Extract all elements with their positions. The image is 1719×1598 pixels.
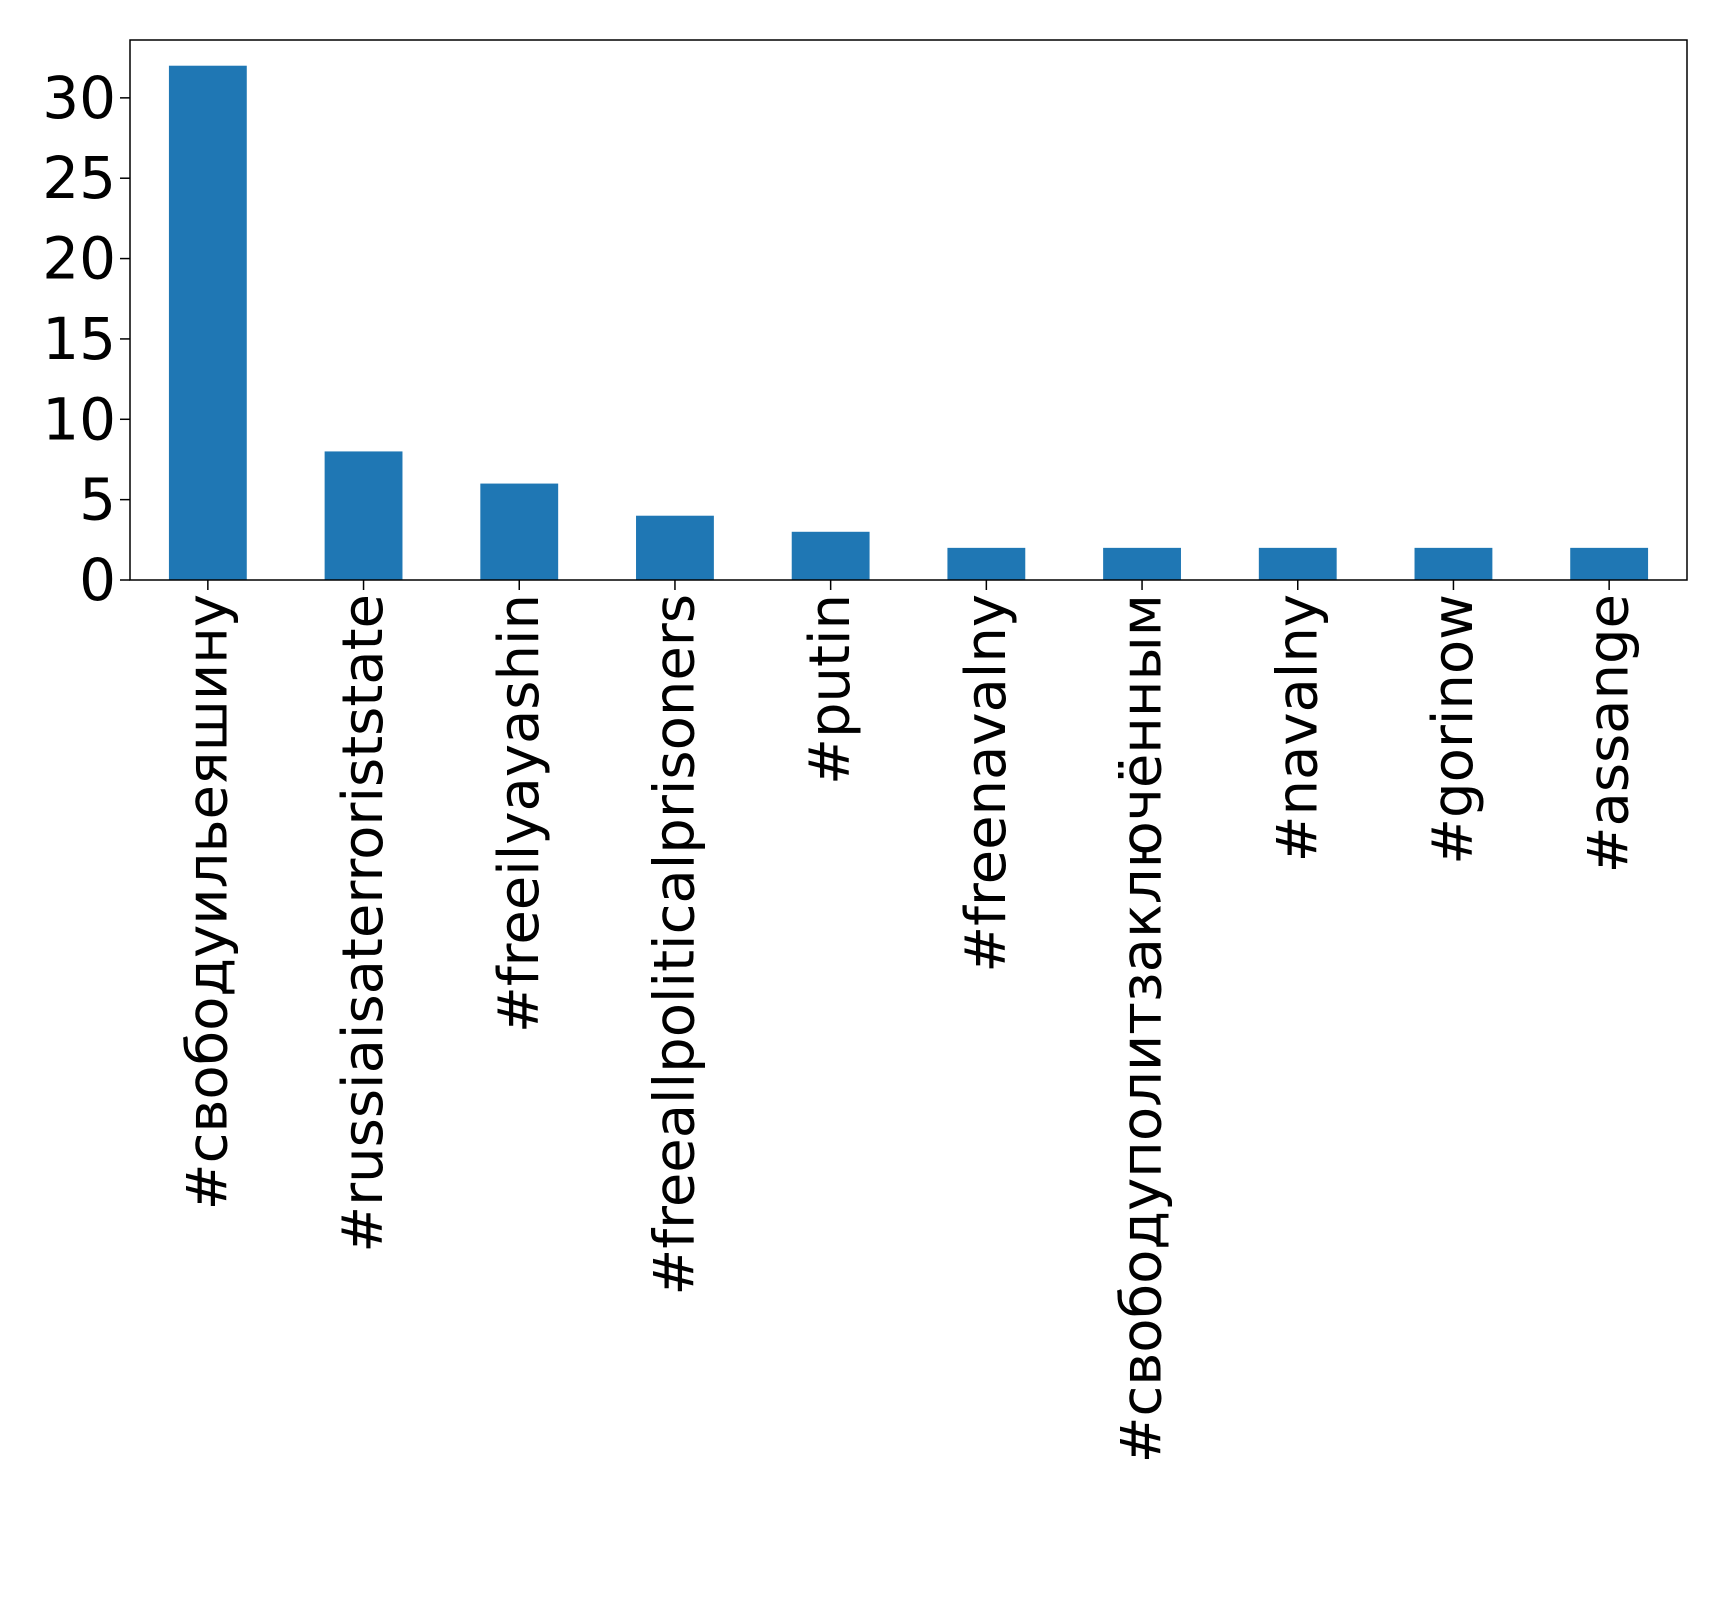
y-tick-label: 20 bbox=[42, 225, 116, 293]
y-tick-label: 15 bbox=[42, 305, 116, 373]
bar-2 bbox=[480, 483, 559, 580]
bar-1 bbox=[324, 451, 403, 580]
bar-0 bbox=[168, 65, 247, 580]
bar-7 bbox=[1258, 547, 1337, 580]
x-tick-label: #putin bbox=[798, 594, 863, 785]
bars bbox=[168, 65, 1649, 580]
bar-8 bbox=[1414, 547, 1493, 580]
x-tick-label: #russiaisaterroriststate bbox=[331, 594, 396, 1253]
y-axis: 0 5 10 15 20 25 30 bbox=[42, 64, 130, 614]
bar-5 bbox=[947, 547, 1026, 580]
bar-3 bbox=[636, 515, 714, 580]
y-tick-label: 0 bbox=[79, 546, 116, 614]
x-axis: #свободуильеяшину #russiaisaterroriststat… bbox=[175, 580, 1642, 1463]
x-tick-label: #свободуполитзаключённым bbox=[1110, 594, 1175, 1463]
x-tick-label: #gorinow bbox=[1421, 594, 1486, 865]
bar-9 bbox=[1570, 547, 1649, 580]
y-tick-label: 5 bbox=[79, 466, 116, 534]
y-tick-label: 30 bbox=[42, 64, 116, 132]
y-tick-label: 10 bbox=[42, 385, 116, 453]
bar-6 bbox=[1103, 547, 1181, 580]
x-tick-label: #freeilyayashin bbox=[487, 594, 552, 1033]
x-tick-label: #freenavalny bbox=[954, 594, 1019, 973]
plot-frame bbox=[129, 39, 1688, 581]
x-tick-label: #свободуильеяшину bbox=[175, 594, 240, 1210]
bar-4 bbox=[791, 531, 870, 580]
x-tick-label: #assange bbox=[1577, 594, 1642, 873]
y-tick-label: 25 bbox=[42, 144, 116, 212]
x-tick-label: #freeallpoliticalprisoners bbox=[642, 594, 707, 1296]
x-tick-label: #navalny bbox=[1265, 594, 1330, 862]
